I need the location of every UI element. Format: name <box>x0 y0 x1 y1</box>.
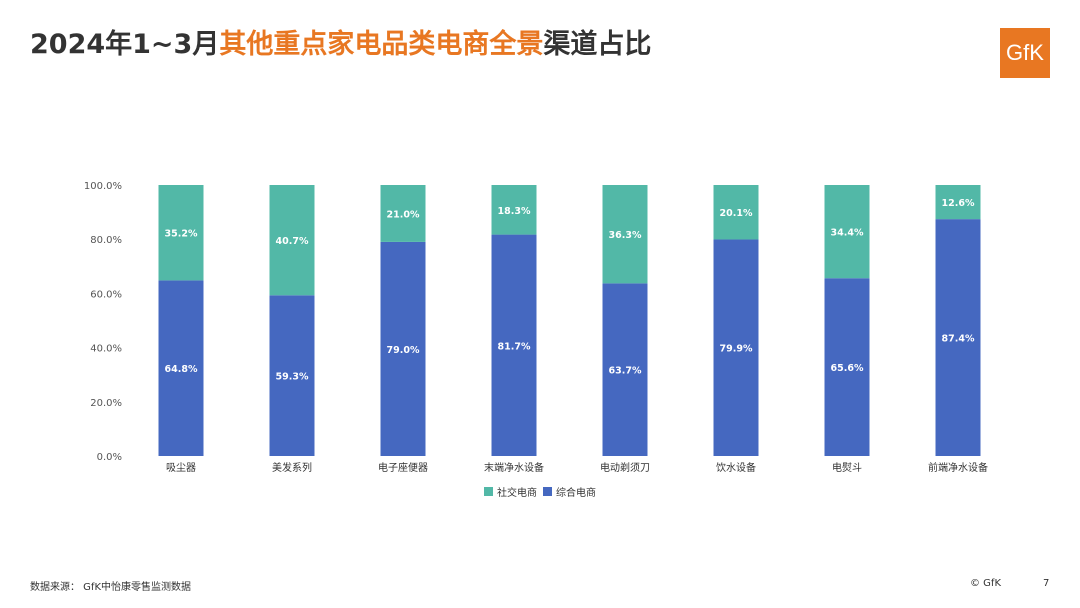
title-prefix: 2024年1~3月 <box>30 29 220 60</box>
y-tick-label: 100.0% <box>84 181 122 192</box>
bar-comprehensive-ecommerce <box>158 280 204 456</box>
bar-social-ecommerce <box>380 185 426 242</box>
x-category-label: 末端净水设备 <box>484 461 544 474</box>
y-tick-label: 20.0% <box>90 398 122 409</box>
x-category-label: 电熨斗 <box>832 461 862 474</box>
data-label: 81.7% <box>498 341 531 352</box>
data-label: 18.3% <box>498 206 531 217</box>
legend-swatch <box>543 487 552 496</box>
bar-social-ecommerce <box>158 185 204 281</box>
data-label: 65.6% <box>831 363 864 374</box>
bar-comprehensive-ecommerce <box>935 219 981 456</box>
bar-comprehensive-ecommerce <box>491 234 537 456</box>
x-category-label: 美发系列 <box>272 461 312 474</box>
bar-social-ecommerce <box>269 185 315 296</box>
bar-comprehensive-ecommerce <box>269 295 315 456</box>
legend-item: 综合电商 <box>543 484 596 499</box>
data-label: 87.4% <box>942 334 975 345</box>
bar-social-ecommerce <box>713 185 759 240</box>
gfk-logo: GfK <box>1000 28 1050 78</box>
data-label: 35.2% <box>165 229 198 240</box>
data-label: 12.6% <box>942 198 975 209</box>
data-label: 20.1% <box>720 208 753 219</box>
copyright-text: © GfK <box>970 578 1002 589</box>
data-label: 59.3% <box>276 372 309 383</box>
x-category-label: 前端净水设备 <box>928 461 988 474</box>
bar-comprehensive-ecommerce <box>602 283 648 456</box>
x-category-label: 饮水设备 <box>716 461 756 474</box>
legend-swatch <box>484 487 493 496</box>
title-highlight: 其他重点家电品类电商全景 <box>219 29 544 60</box>
page-title: 2024年1~3月其他重点家电品类电商全景渠道占比 <box>30 22 651 61</box>
bar-social-ecommerce <box>824 185 870 279</box>
legend-label: 综合电商 <box>556 488 596 499</box>
bar-comprehensive-ecommerce <box>713 239 759 456</box>
y-tick-label: 80.0% <box>90 235 122 246</box>
bar-comprehensive-ecommerce <box>824 278 870 456</box>
data-label: 36.3% <box>609 230 642 241</box>
bar-social-ecommerce <box>935 185 981 220</box>
legend-label: 社交电商 <box>497 488 537 499</box>
data-label: 79.0% <box>387 345 420 356</box>
data-label: 64.8% <box>165 364 198 375</box>
chart-legend: 社交电商 综合电商 <box>0 484 1080 499</box>
y-tick-label: 0.0% <box>97 452 122 463</box>
data-source-note: 数据来源： GfK中怡康零售监测数据 <box>30 582 192 593</box>
y-tick-label: 60.0% <box>90 289 122 300</box>
page-number: 7 <box>1043 578 1050 589</box>
data-label: 63.7% <box>609 366 642 377</box>
bar-social-ecommerce <box>491 185 537 235</box>
y-tick-label: 40.0% <box>90 344 122 355</box>
bar-comprehensive-ecommerce <box>380 241 426 456</box>
title-suffix: 渠道占比 <box>543 29 652 60</box>
legend-item: 社交电商 <box>484 484 537 499</box>
data-label: 34.4% <box>831 228 864 239</box>
data-label: 40.7% <box>276 236 309 247</box>
data-label: 79.9% <box>720 344 753 355</box>
data-label: 21.0% <box>387 209 420 220</box>
x-category-label: 电动剃须刀 <box>600 461 650 474</box>
x-category-label: 电子座便器 <box>378 461 428 474</box>
x-category-label: 吸尘器 <box>166 462 196 474</box>
bar-social-ecommerce <box>602 185 648 284</box>
